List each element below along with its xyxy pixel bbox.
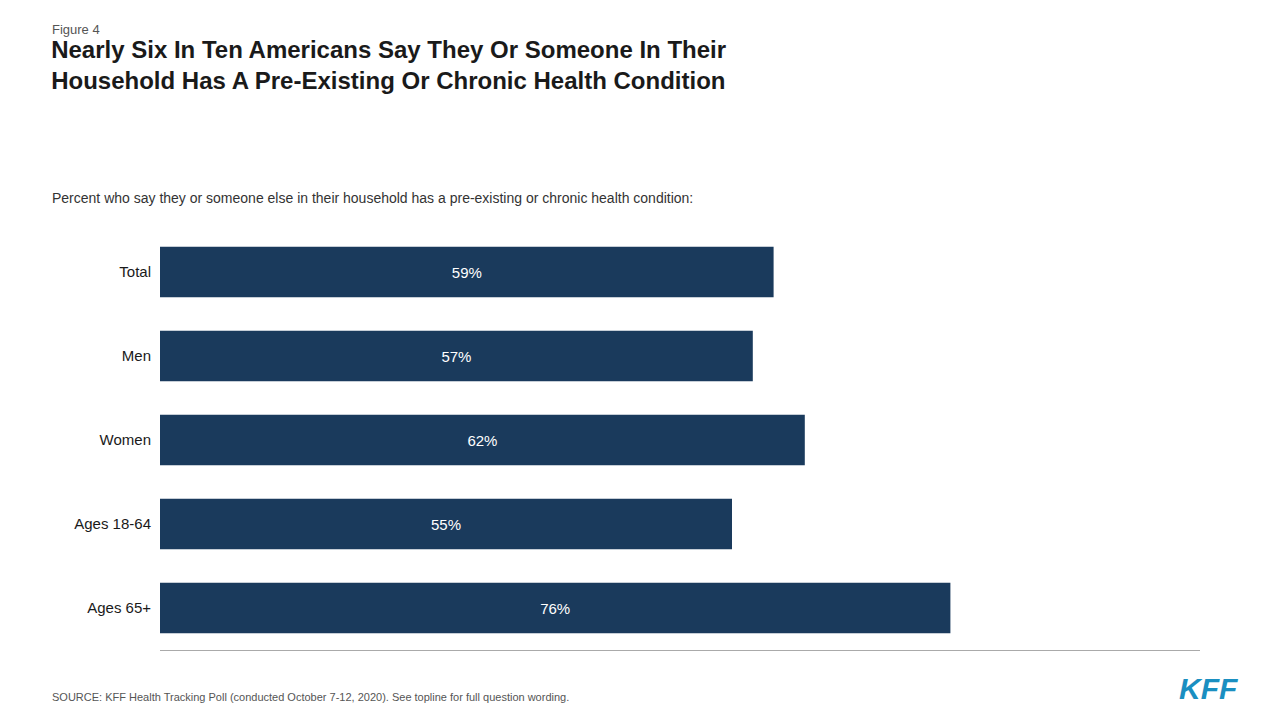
svg-text:62%: 62% — [467, 432, 497, 449]
svg-text:SOURCE: KFF Health Tracking Po: SOURCE: KFF Health Tracking Poll (conduc… — [52, 691, 569, 703]
svg-text:Ages 65+: Ages 65+ — [87, 599, 151, 616]
svg-text:Total: Total — [119, 263, 151, 280]
svg-text:76%: 76% — [540, 600, 570, 617]
svg-text:55%: 55% — [431, 516, 461, 533]
svg-text:Percent who say they or someon: Percent who say they or someone else in … — [52, 190, 693, 206]
svg-text:Ages 18-64: Ages 18-64 — [74, 515, 151, 532]
svg-text:Women: Women — [100, 431, 151, 448]
svg-text:Men: Men — [122, 347, 151, 364]
svg-text:KFF: KFF — [1179, 672, 1238, 705]
svg-text:59%: 59% — [452, 264, 482, 281]
svg-text:Figure 4: Figure 4 — [52, 22, 100, 37]
svg-text:Nearly Six In Ten Americans Sa: Nearly Six In Ten Americans Say They Or … — [51, 36, 726, 94]
svg-text:57%: 57% — [441, 348, 471, 365]
